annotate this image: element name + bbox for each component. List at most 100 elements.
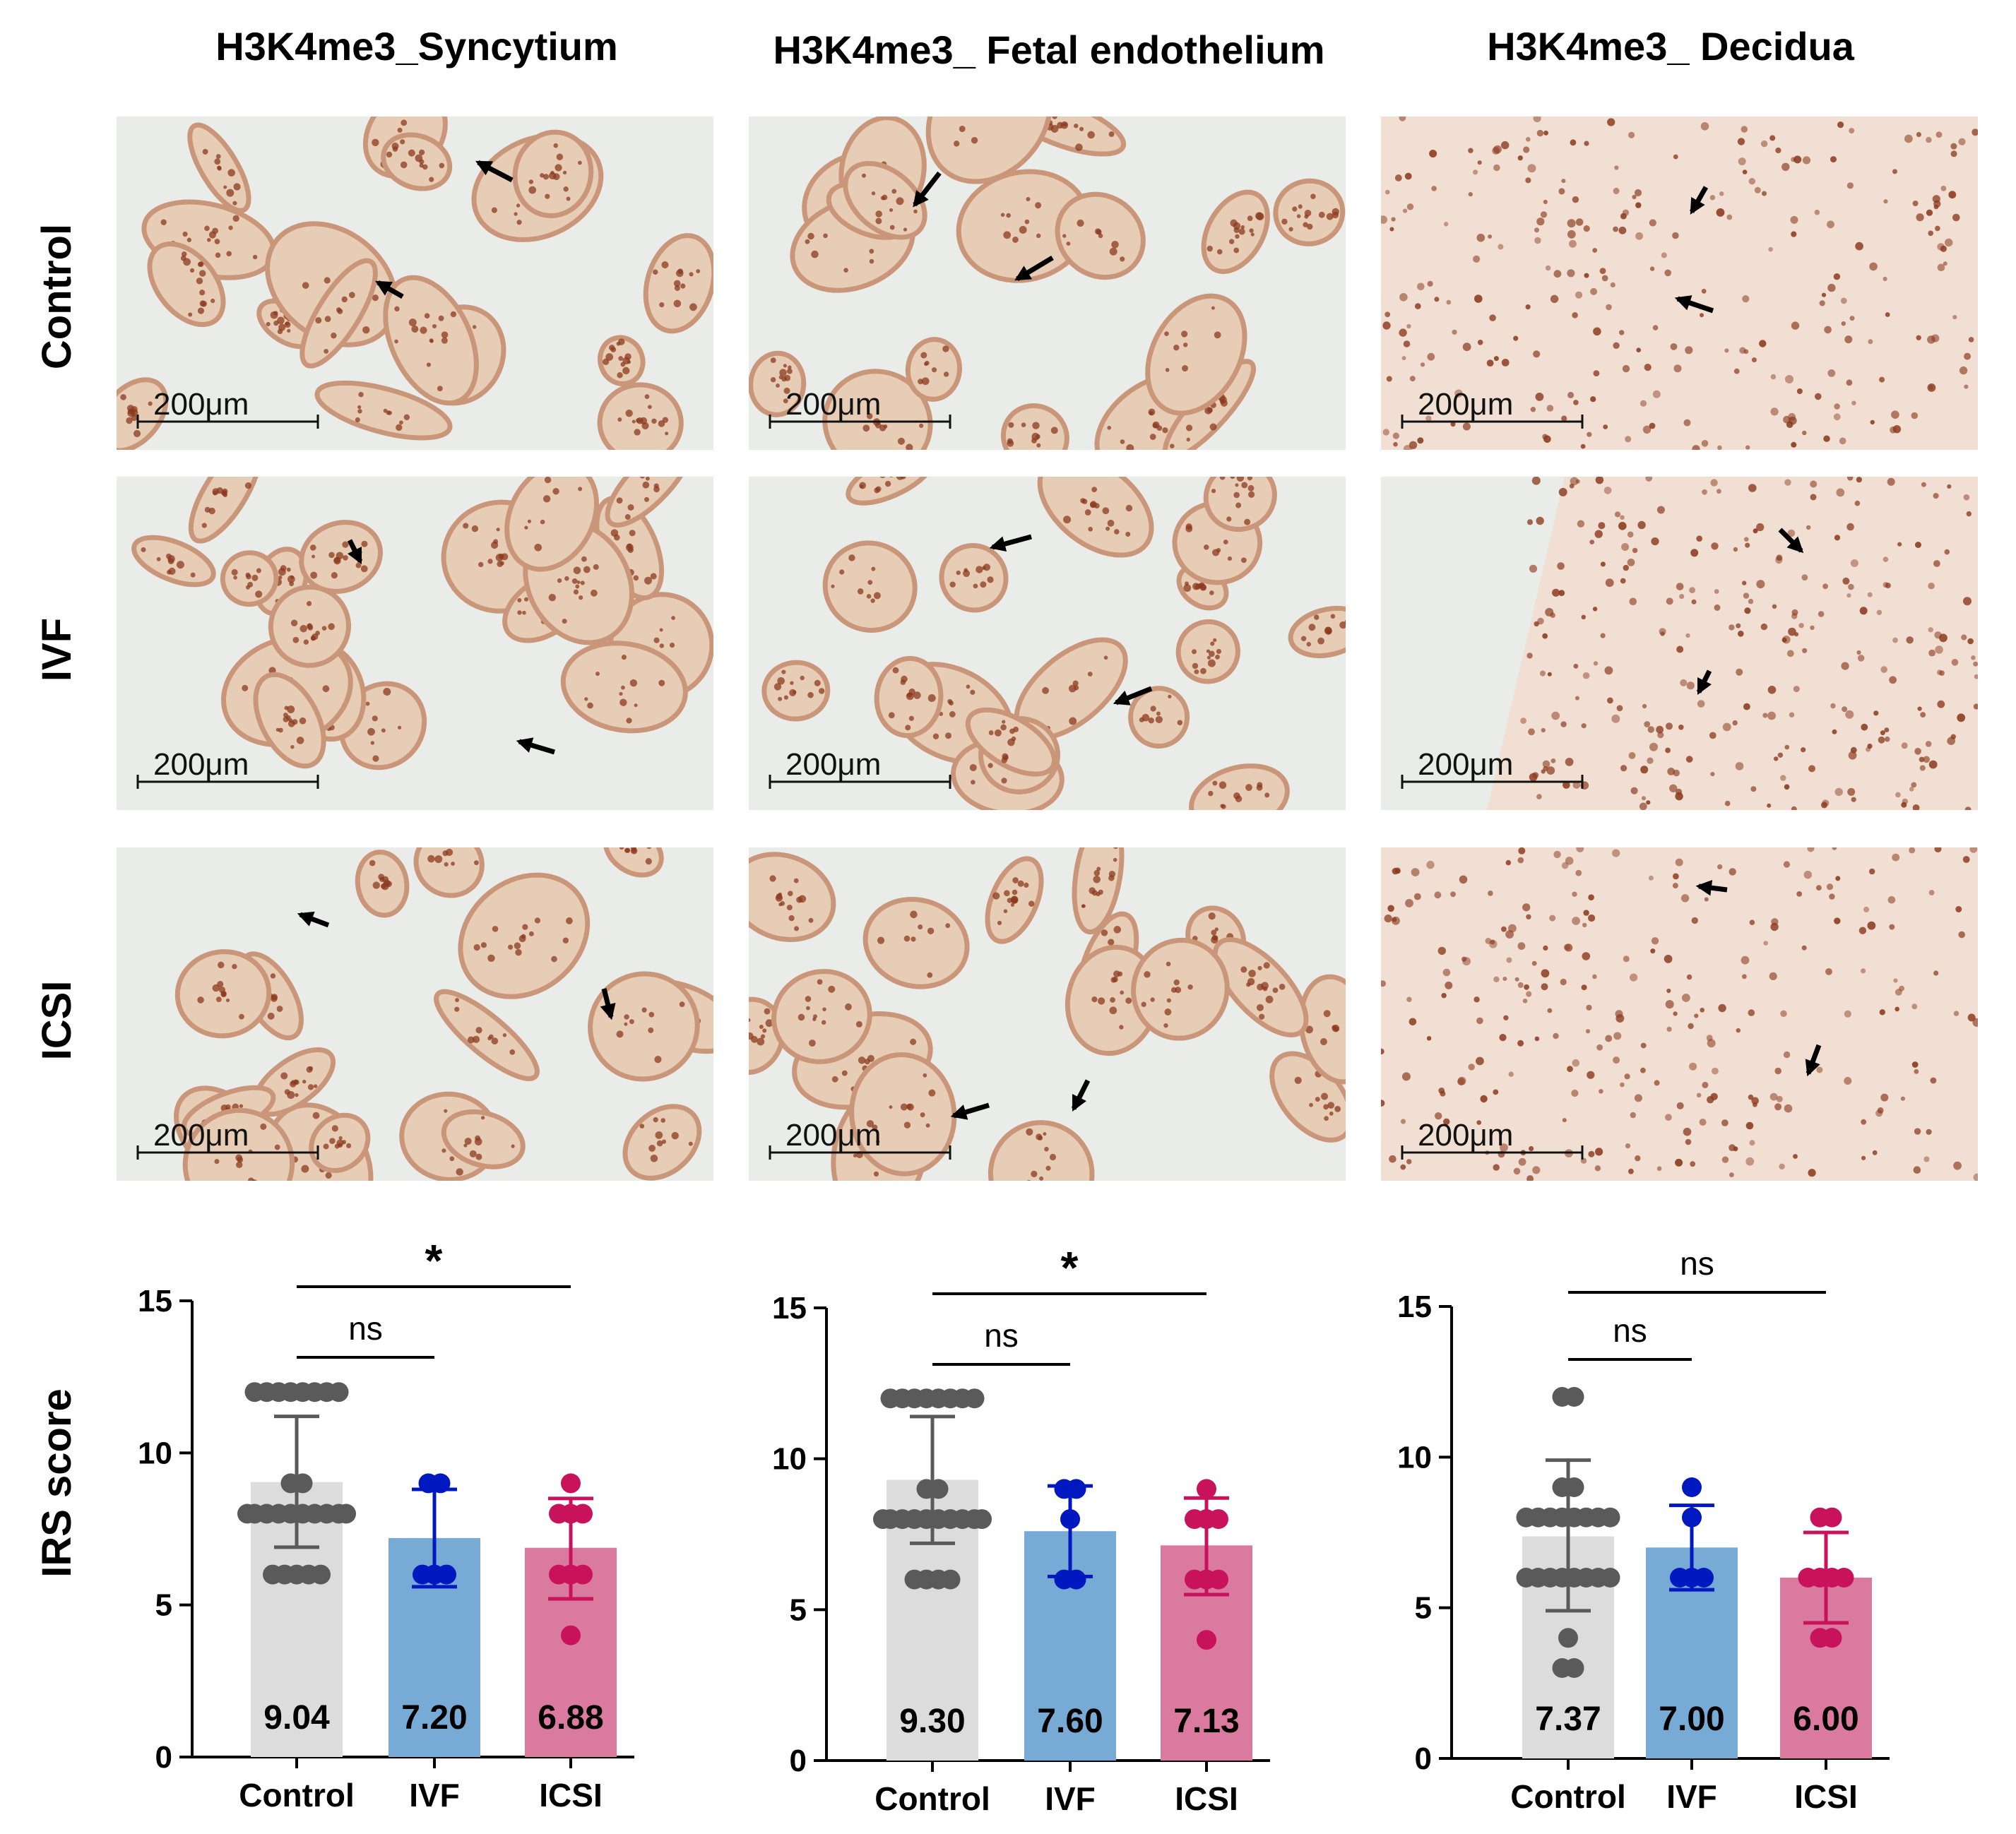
nucleus — [370, 741, 375, 745]
nucleus — [653, 1117, 658, 1123]
nucleus — [1149, 434, 1156, 440]
nucleus — [201, 300, 207, 307]
villus — [846, 477, 935, 506]
nucleus — [1031, 1170, 1038, 1177]
arrow-icon — [1113, 686, 1153, 705]
nucleus — [903, 935, 911, 942]
nucleus — [1710, 1092, 1718, 1100]
nucleus — [648, 1011, 655, 1018]
nucleus — [1849, 128, 1855, 134]
nucleus — [1087, 131, 1095, 139]
nucleus — [1088, 527, 1093, 532]
nucleus — [624, 353, 632, 360]
nucleus — [901, 675, 908, 683]
nucleus — [646, 847, 652, 850]
nucleus — [1887, 477, 1895, 486]
nucleus — [1672, 232, 1679, 239]
nucleus — [896, 477, 904, 480]
nucleus — [1612, 849, 1620, 857]
nucleus — [1400, 1119, 1406, 1124]
nucleus — [1170, 987, 1177, 993]
nucleus — [338, 1136, 343, 1141]
nucleus — [1552, 588, 1560, 597]
nucleus — [1877, 1107, 1884, 1114]
nucleus — [419, 163, 424, 168]
nucleus — [1561, 179, 1566, 184]
nucleus — [1250, 232, 1255, 237]
nucleus — [619, 835, 626, 841]
nucleus — [1457, 1076, 1466, 1085]
nucleus — [1406, 996, 1412, 1002]
nucleus — [348, 292, 355, 299]
nucleus — [1543, 435, 1551, 443]
nucleus — [1205, 814, 1214, 823]
nucleus — [232, 201, 237, 206]
nucleus — [444, 1109, 448, 1113]
nucleus — [1173, 979, 1180, 986]
villus-body — [925, 117, 1053, 184]
nucleus — [1613, 342, 1620, 349]
nucleus — [976, 566, 983, 573]
nucleus — [1219, 477, 1226, 480]
x-tick-label: ICSI — [1794, 1778, 1857, 1815]
nucleus — [1712, 1067, 1719, 1075]
nucleus — [315, 317, 322, 324]
nucleus — [1499, 1034, 1507, 1042]
nucleus — [1323, 1010, 1331, 1018]
nucleus — [1557, 562, 1565, 570]
nucleus — [1793, 155, 1802, 164]
significance-label: ns — [984, 1317, 1019, 1354]
nucleus — [1657, 732, 1664, 739]
nucleus — [1733, 368, 1740, 374]
nucleus — [1697, 700, 1705, 708]
nucleus — [1883, 199, 1888, 204]
nucleus — [1565, 758, 1574, 766]
nucleus — [1576, 847, 1584, 852]
nucleus — [1613, 226, 1618, 232]
nucleus — [1870, 419, 1875, 425]
nucleus — [622, 367, 630, 375]
villus — [1000, 403, 1069, 450]
nucleus — [1240, 966, 1247, 973]
nucleus — [913, 209, 918, 214]
nucleus — [1642, 796, 1646, 801]
nucleus — [362, 326, 370, 334]
nucleus — [1093, 869, 1101, 876]
nucleus — [232, 215, 239, 222]
nucleus — [236, 1161, 243, 1169]
nucleus — [949, 711, 956, 717]
nucleus — [1000, 724, 1007, 731]
nucleus — [1043, 1189, 1048, 1193]
nucleus — [1834, 535, 1841, 541]
row-label-control: Control — [34, 224, 80, 369]
nucleus — [1901, 742, 1908, 749]
arrow-icon — [1674, 295, 1714, 314]
nucleus — [450, 835, 458, 843]
nucleus — [1950, 150, 1957, 157]
nucleus — [640, 417, 648, 424]
nucleus — [1125, 531, 1131, 537]
nucleus — [1405, 899, 1413, 907]
nucleus — [487, 1036, 492, 1041]
nucleus — [1240, 225, 1245, 230]
nucleus — [322, 685, 330, 693]
nucleus — [1827, 283, 1836, 292]
nucleus — [943, 371, 949, 377]
nucleus — [1468, 148, 1474, 153]
nucleus — [1606, 304, 1612, 311]
nucleus — [1743, 703, 1750, 710]
nucleus — [1737, 138, 1745, 145]
nucleus — [831, 1076, 838, 1083]
nucleus — [1844, 1077, 1852, 1085]
nucleus — [1501, 141, 1510, 150]
nucleus — [806, 1006, 810, 1011]
micrograph-endothelium-ivf: 200μm — [749, 477, 1346, 823]
nucleus — [1279, 984, 1286, 990]
nucleus — [696, 269, 701, 273]
nucleus — [1035, 202, 1042, 209]
arrow-icon — [1695, 880, 1728, 896]
villus — [560, 641, 688, 734]
nucleus — [1105, 526, 1110, 531]
nucleus — [1934, 847, 1942, 853]
nucleus — [923, 1073, 927, 1078]
